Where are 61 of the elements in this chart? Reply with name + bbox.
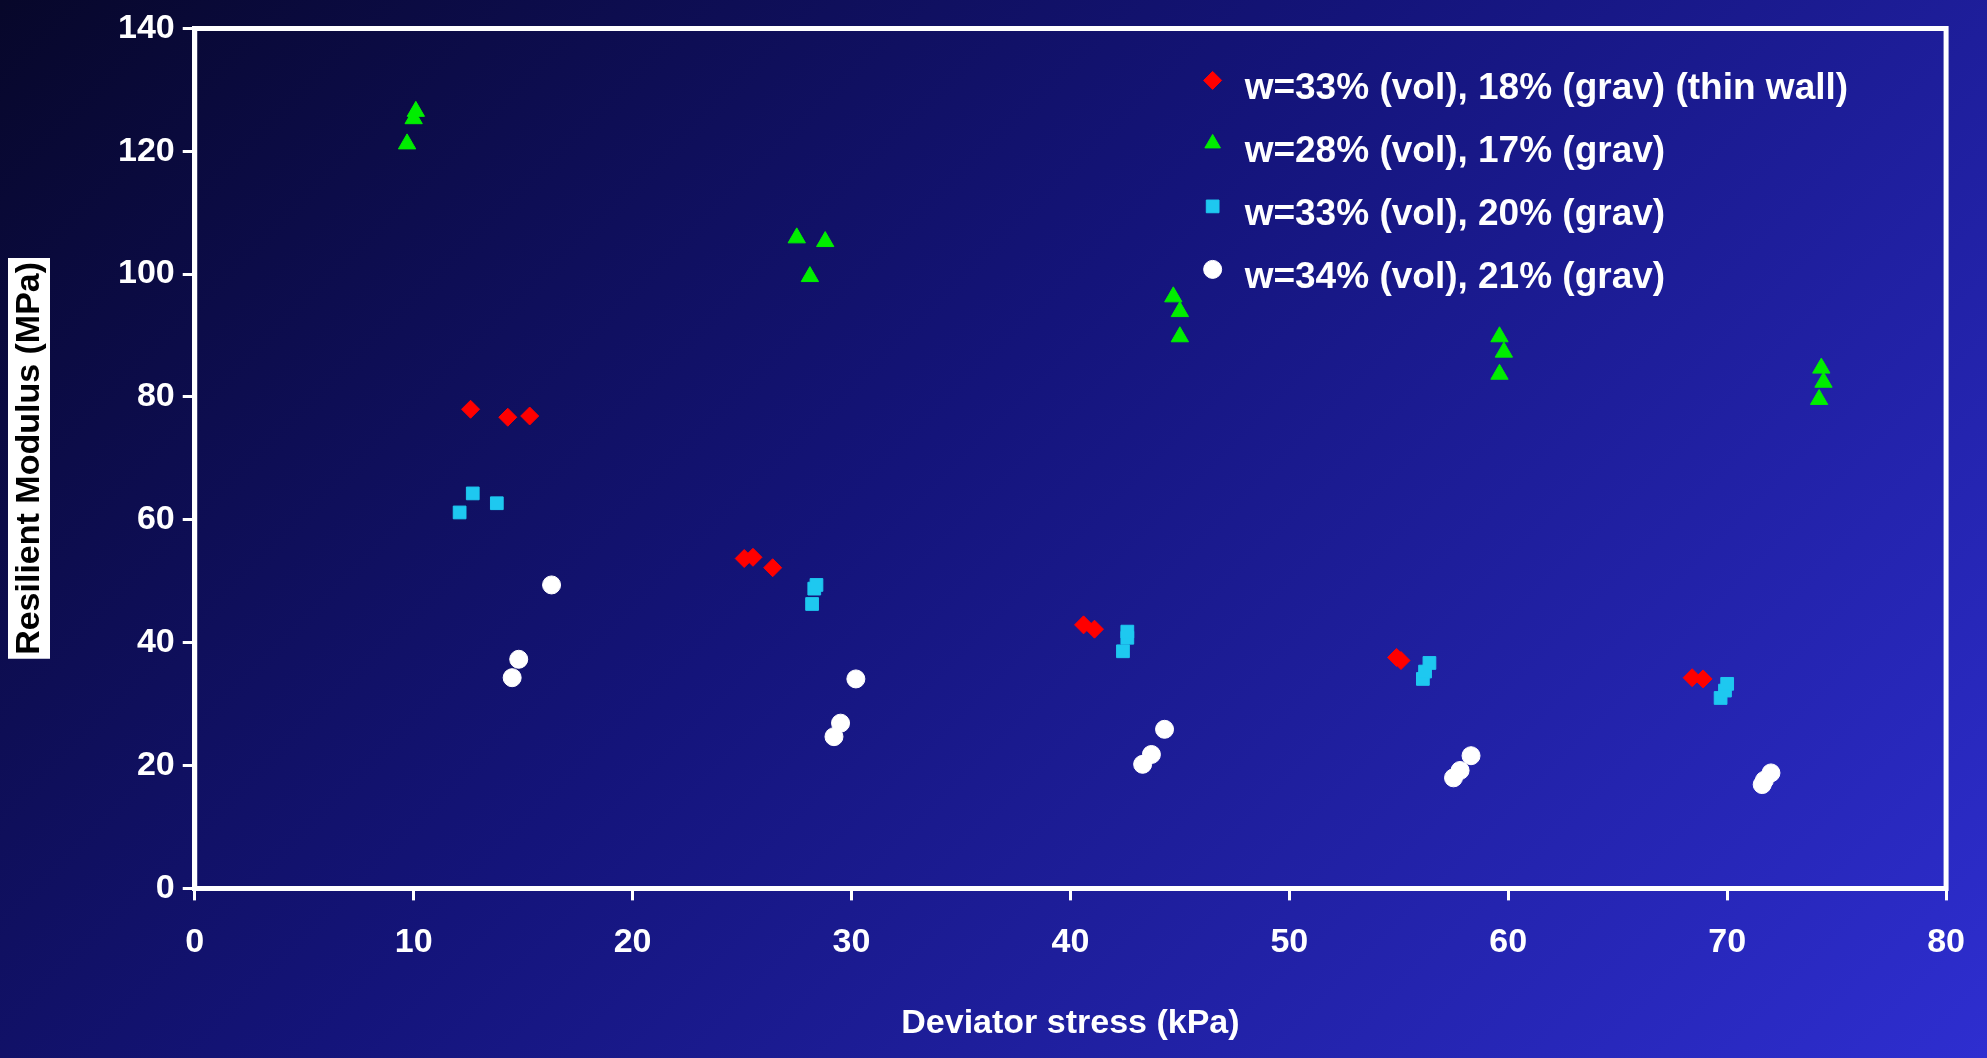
- point: [800, 266, 820, 283]
- y-tick-label: 40: [136, 621, 175, 660]
- point: [1155, 719, 1175, 739]
- point: [1116, 644, 1130, 659]
- point: [787, 227, 806, 244]
- x-tick-label: 50: [1270, 921, 1309, 960]
- point: [406, 100, 425, 117]
- point: [824, 727, 844, 747]
- point: [1084, 619, 1104, 639]
- point: [846, 669, 866, 689]
- point: [502, 668, 522, 688]
- point: [763, 558, 783, 578]
- x-tick-label: 80: [1927, 921, 1965, 960]
- y-tick-label: 100: [117, 252, 175, 291]
- point: [1170, 301, 1190, 318]
- point: [498, 407, 518, 427]
- point: [1490, 363, 1509, 380]
- x-tick-label: 70: [1708, 921, 1747, 960]
- point: [1164, 286, 1183, 303]
- x-tick-label: 60: [1489, 921, 1528, 960]
- legend-label: w=34% (vol), 21% (grav): [1243, 254, 1666, 296]
- point: [809, 578, 824, 592]
- y-tick-label: 20: [136, 743, 175, 782]
- y-tick-label: 120: [117, 129, 175, 168]
- point: [1461, 746, 1481, 766]
- point: [489, 496, 504, 511]
- x-tick-label: 10: [394, 921, 433, 960]
- point: [397, 133, 417, 150]
- point: [465, 486, 480, 501]
- legend-label: w=33% (vol), 20% (grav): [1243, 191, 1666, 233]
- x-axis-title: Deviator stress (kPa): [901, 1001, 1240, 1040]
- y-tick-label: 140: [117, 6, 175, 45]
- point: [1490, 326, 1509, 343]
- point: [1170, 326, 1190, 343]
- y-tick-label: 80: [136, 375, 175, 414]
- point: [1444, 768, 1464, 788]
- point: [542, 575, 562, 595]
- point: [1133, 754, 1153, 774]
- point: [452, 505, 467, 520]
- x-tick-label: 20: [613, 921, 652, 960]
- point: [1720, 676, 1735, 691]
- point: [1814, 371, 1833, 388]
- y-axis-title: Resilient Modulus (MPa): [8, 261, 47, 655]
- point: [509, 649, 529, 669]
- x-tick-label: 0: [185, 921, 205, 960]
- point: [520, 406, 540, 426]
- point: [1422, 656, 1437, 670]
- y-tick-label: 60: [136, 498, 175, 537]
- legend-label: w=33% (vol), 18% (grav) (thin wall): [1243, 65, 1849, 107]
- point: [1809, 388, 1829, 405]
- x-tick-label: 40: [1051, 921, 1090, 960]
- x-tick-label: 30: [832, 921, 871, 960]
- point: [816, 231, 835, 248]
- point: [1120, 624, 1135, 639]
- y-tick-label: 0: [155, 866, 175, 905]
- point: [805, 597, 819, 611]
- point: [1752, 775, 1772, 795]
- point: [1494, 341, 1514, 358]
- point: [461, 399, 481, 419]
- legend-label: w=28% (vol), 17% (grav): [1243, 128, 1666, 170]
- point: [1812, 357, 1831, 374]
